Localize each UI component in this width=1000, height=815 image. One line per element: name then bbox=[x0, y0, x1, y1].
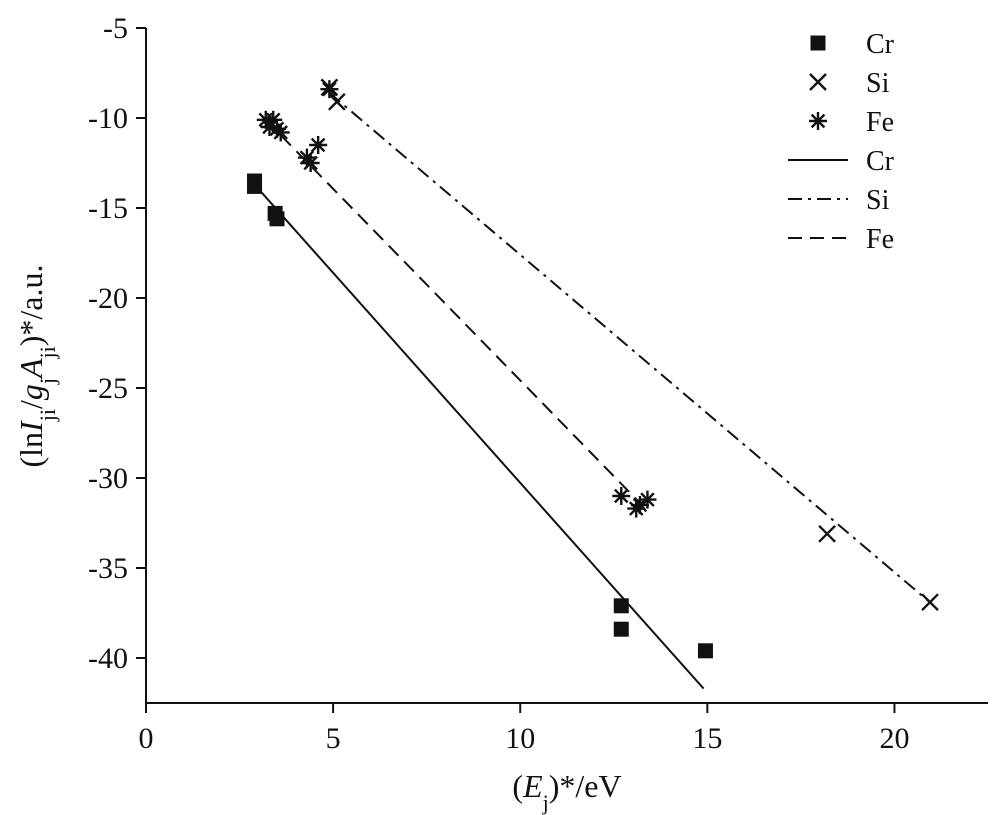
point-cr bbox=[697, 643, 713, 659]
y-ticks: -5 -10 -15 -20 -25 -30 -35 -40 bbox=[88, 12, 146, 675]
axis-title-part: E bbox=[522, 768, 543, 804]
legend-label-si: Si bbox=[866, 68, 890, 99]
legend-label-si: Si bbox=[866, 185, 890, 216]
point-si-stroke bbox=[328, 92, 346, 111]
point-fe-stroke bbox=[322, 81, 337, 97]
point-cr bbox=[247, 178, 263, 194]
y-tick-label: -25 bbox=[88, 372, 128, 405]
x-tick-label: 10 bbox=[505, 722, 535, 755]
x-tick-label: 5 bbox=[326, 722, 341, 755]
x-tick-label: 0 bbox=[139, 722, 154, 755]
y-tick-label: -10 bbox=[88, 102, 128, 135]
point-fe-stroke bbox=[303, 155, 318, 171]
point-fe-stroke bbox=[614, 488, 629, 504]
axis-title-part: )*/a.u. bbox=[13, 265, 49, 347]
point-si bbox=[328, 92, 346, 111]
markers bbox=[247, 78, 939, 659]
axis-title-part: j bbox=[542, 790, 549, 815]
axis-title-part: (ln bbox=[13, 432, 49, 468]
point-fe bbox=[320, 80, 339, 99]
point-fe-stroke bbox=[265, 112, 281, 128]
point-cr bbox=[613, 598, 629, 614]
fit-line-fe bbox=[265, 119, 645, 508]
legend-marker-cr bbox=[810, 35, 826, 51]
point-cr bbox=[613, 621, 629, 637]
point-fe bbox=[301, 154, 320, 172]
axis-title-part: g bbox=[13, 384, 49, 400]
axes bbox=[145, 28, 988, 704]
y-axis-title: (lnIji/gjAji)*/a.u. bbox=[13, 265, 60, 468]
point-fe bbox=[271, 123, 290, 142]
legend-marker-si bbox=[809, 73, 827, 91]
y-tick-label: -40 bbox=[88, 642, 128, 675]
point-fe-stroke bbox=[273, 125, 288, 140]
point-fe bbox=[638, 490, 657, 509]
y-tick-label: -30 bbox=[88, 462, 128, 495]
x-tick-label: 15 bbox=[692, 722, 722, 755]
legend-label-cr: Cr bbox=[866, 146, 895, 177]
axis-title-part: I bbox=[13, 420, 49, 433]
x-tick-label: 20 bbox=[879, 722, 909, 755]
legend-label-cr: Cr bbox=[866, 29, 895, 60]
y-tick-label: -20 bbox=[88, 282, 128, 315]
x-axis-title: (Ej)*/eV bbox=[512, 768, 621, 815]
legend-marker-fe-stroke bbox=[810, 113, 826, 129]
axis-title-part: ji bbox=[35, 409, 60, 422]
point-fe-stroke bbox=[310, 137, 326, 153]
point-si-stroke bbox=[818, 524, 836, 543]
point-cr bbox=[269, 211, 285, 227]
axis-title-part: ( bbox=[512, 768, 523, 804]
point-fe bbox=[309, 136, 328, 154]
legend-label-fe: Fe bbox=[866, 224, 894, 255]
fit-line-si bbox=[328, 92, 933, 605]
y-tick-label: -35 bbox=[88, 552, 128, 585]
axis-title-part: / bbox=[13, 400, 49, 409]
axis-title-part: ji bbox=[35, 346, 60, 359]
axis-title-part: j bbox=[35, 378, 60, 385]
legend-marker-si-stroke bbox=[809, 73, 827, 91]
axis-title-part: A bbox=[13, 358, 49, 380]
legend: Cr Si Fe Cr Si Fe bbox=[788, 29, 895, 255]
y-tick-label: -15 bbox=[88, 192, 128, 225]
point-si bbox=[921, 593, 939, 612]
point-fe-stroke bbox=[640, 492, 655, 507]
axis-title-part: )*/eV bbox=[549, 768, 622, 804]
legend-label-fe: Fe bbox=[866, 107, 894, 138]
point-si bbox=[818, 524, 836, 543]
legend-marker-fe bbox=[809, 112, 827, 130]
point-si-stroke bbox=[921, 593, 939, 612]
y-tick-label: -5 bbox=[103, 12, 128, 45]
x-ticks: 0 5 10 15 20 bbox=[139, 703, 909, 755]
point-fe bbox=[612, 487, 631, 505]
fit-lines bbox=[253, 92, 933, 690]
fit-line-cr bbox=[253, 183, 705, 690]
